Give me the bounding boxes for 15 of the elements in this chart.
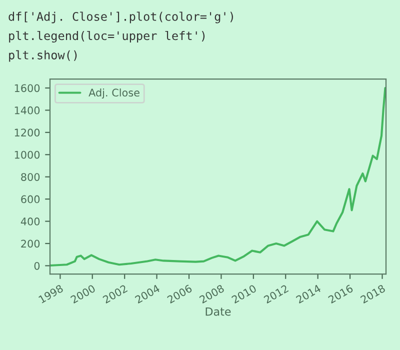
y-tick-label: 0 bbox=[34, 262, 40, 270]
text: df['Adj. Close'].plot(color='g') bbox=[8, 12, 233, 24]
y-tick-label: 1200 bbox=[14, 128, 40, 137]
text: plt.show() bbox=[9, 50, 77, 62]
y-tick-label: 200 bbox=[21, 240, 40, 248]
y-tick-label: 1000 bbox=[14, 150, 40, 159]
y-tick-label: 1600 bbox=[14, 84, 40, 92]
y-tick-label: 600 bbox=[21, 195, 40, 204]
text: plt.legend(loc='upper left') bbox=[9, 30, 205, 43]
y-tick-label: 800 bbox=[21, 173, 40, 181]
y-tick-label: 1400 bbox=[14, 106, 40, 114]
legend-label: Adj. Close bbox=[88, 88, 140, 99]
x-axis-title: Date bbox=[206, 307, 231, 316]
y-tick-label: 400 bbox=[20, 218, 40, 226]
line-series bbox=[50, 86, 386, 267]
